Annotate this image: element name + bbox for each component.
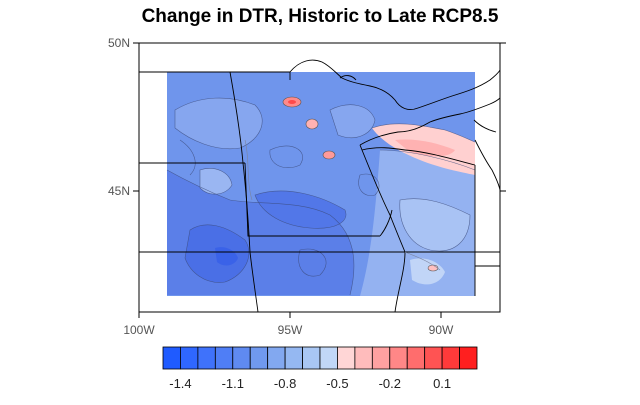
colorbar-label: -1.4 (169, 376, 191, 391)
colorbar-swatch (354, 346, 373, 370)
anomaly-spot (288, 100, 296, 104)
anomaly-spot (427, 264, 439, 272)
lon-tick-100w: 100W (123, 323, 155, 337)
colorbar-swatch (197, 346, 216, 370)
state-borders (139, 71, 500, 312)
contour-region (399, 198, 470, 251)
colorbar-swatch (441, 346, 460, 370)
colorbar-label: -0.5 (326, 376, 348, 391)
colorbar-swatch (214, 346, 234, 370)
colorbar-swatch (162, 346, 181, 370)
anomaly-spot (322, 150, 336, 160)
colorbar-swatch (424, 346, 443, 370)
colorbar-swatch (284, 346, 303, 370)
contour-region (255, 190, 346, 229)
contour-lines (166, 97, 476, 296)
colorbar-swatch (389, 346, 408, 370)
contour-region (330, 104, 375, 138)
coastlines (289, 59, 500, 191)
lon-tick-90w: 90W (429, 323, 454, 337)
colorbar-swatch (406, 346, 426, 370)
colorbar-swatch (337, 346, 356, 370)
contour-region (200, 168, 232, 195)
colorbar-label: -0.8 (274, 376, 296, 391)
colorbar-swatch (267, 346, 286, 370)
contour-region (395, 139, 455, 157)
colorbar-labels: -1.4 -1.1 -0.8 -0.5 -0.2 0.1 (169, 376, 451, 391)
map-border (138, 42, 501, 313)
map-content (139, 59, 500, 312)
anomaly-spot (305, 118, 319, 130)
colorbar-swatch (319, 346, 338, 370)
lat-tick-50n: 50N (108, 36, 130, 50)
tick-marks (133, 42, 506, 318)
lon-tick-95w: 95W (278, 323, 303, 337)
colorbar-swatch (302, 346, 321, 370)
colorbar (162, 346, 478, 370)
lat-tick-45n: 45N (108, 184, 130, 198)
colorbar-label: -1.1 (222, 376, 244, 391)
colorbar-swatch (371, 346, 391, 370)
colorbar-swatch (249, 346, 269, 370)
colorbar-label: -0.2 (379, 376, 401, 391)
map-title: Change in DTR, Historic to Late RCP8.5 (141, 6, 499, 27)
colorbar-label: 0.1 (433, 376, 451, 391)
rivers (244, 139, 441, 271)
contour-region (410, 258, 445, 285)
colorbar-swatch (180, 346, 199, 370)
colorbar-swatch (232, 346, 251, 370)
colorbar-swatch (459, 346, 478, 370)
